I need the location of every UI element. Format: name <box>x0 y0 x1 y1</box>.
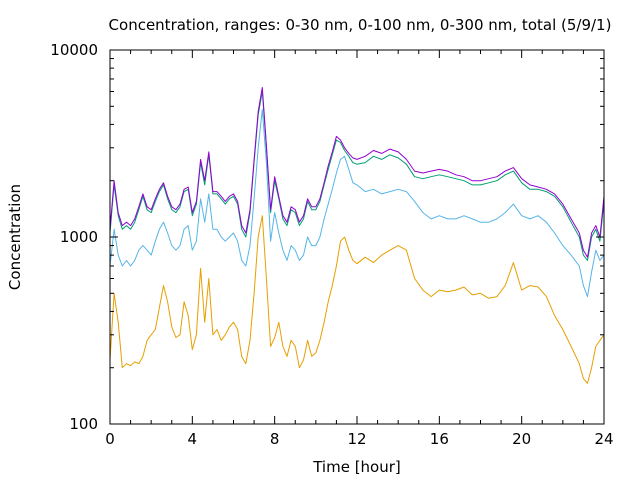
x-tick-label: 8 <box>270 430 280 448</box>
series-line-1 <box>109 109 605 298</box>
x-tick-label: 16 <box>430 430 449 448</box>
y-tick-label: 100 <box>69 415 98 433</box>
x-axis-label: Time [hour] <box>312 458 401 476</box>
y-tick-label: 1000 <box>60 228 98 246</box>
y-axis-label: Concentration <box>6 184 24 290</box>
x-tick-label: 20 <box>512 430 531 448</box>
series-line-0 <box>109 215 605 384</box>
axis-layer: 0 4 8 12 16 20 24 100 1000 10000 <box>50 41 613 448</box>
plot-frame <box>109 49 605 425</box>
x-tick-label: 24 <box>594 430 613 448</box>
x-tick-label: 0 <box>105 430 115 448</box>
series-line-2 <box>109 91 605 261</box>
series-line-3 <box>109 87 605 258</box>
y-tick-label: 10000 <box>50 41 98 59</box>
chart-title: Concentration, ranges: 0-30 nm, 0-100 nm… <box>109 16 612 34</box>
x-tick-label: 4 <box>188 430 198 448</box>
x-tick-label: 12 <box>347 430 366 448</box>
series-layer <box>109 87 605 384</box>
